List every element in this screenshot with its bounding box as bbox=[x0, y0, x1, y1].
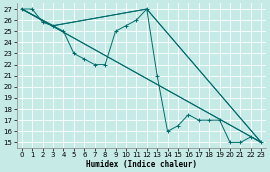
X-axis label: Humidex (Indice chaleur): Humidex (Indice chaleur) bbox=[86, 159, 197, 169]
